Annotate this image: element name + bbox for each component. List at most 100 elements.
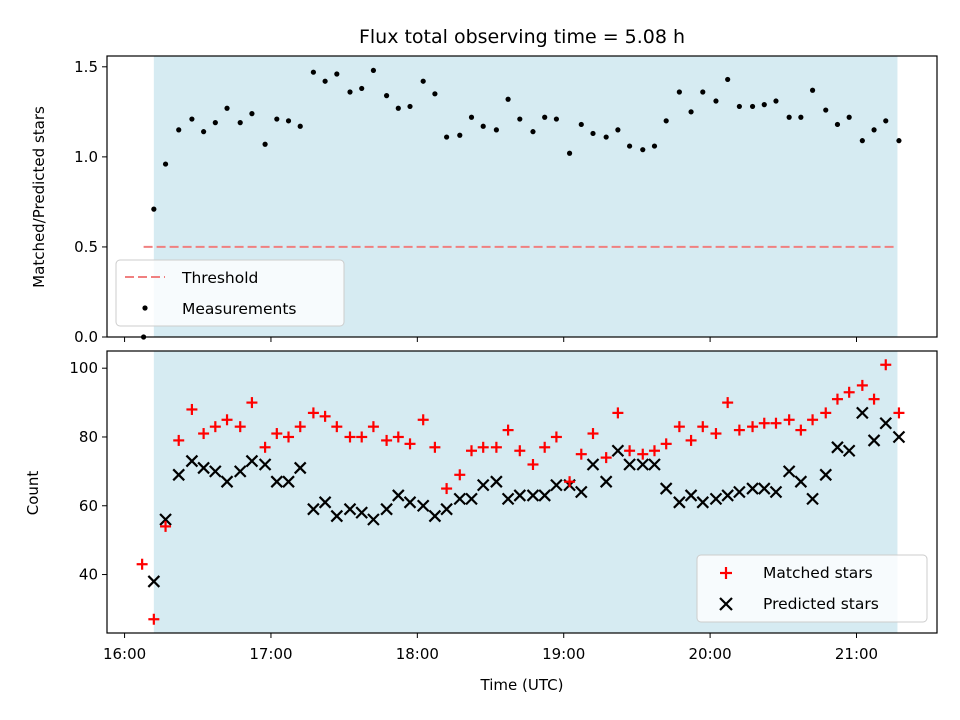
measurement-point — [786, 114, 792, 120]
top-legend-box — [115, 259, 345, 327]
predicted-star-points — [147, 406, 906, 588]
matched-star-point — [344, 431, 356, 443]
predicted-star-point — [648, 458, 661, 471]
measurement-point — [249, 111, 255, 117]
matched-star-point — [587, 428, 599, 440]
measurement-point — [444, 134, 450, 140]
predicted-star-point — [416, 499, 430, 513]
measurement-point — [640, 147, 646, 153]
predicted-star-point — [440, 502, 453, 516]
predicted-star-point — [782, 465, 796, 478]
predicted-star-point — [709, 492, 723, 506]
predicted-star-point — [159, 513, 172, 526]
x-tick-label: 19:00 — [542, 645, 585, 663]
predicted-star-point — [769, 485, 783, 499]
predicted-star-point — [586, 458, 600, 471]
measurement-point — [530, 129, 536, 135]
measurement-point — [542, 114, 548, 120]
measurement-point — [749, 103, 756, 110]
top-legend: Threshold Measurements — [115, 259, 345, 327]
measurement-point — [493, 127, 499, 133]
predicted-star-point — [270, 475, 284, 488]
predicted-star-point — [856, 406, 869, 420]
measurement-point — [274, 116, 280, 122]
measurement-point — [310, 69, 317, 75]
bottom-legend: Matched stars Predicted stars — [696, 554, 928, 623]
matched-star-point — [722, 397, 734, 409]
measurement-point — [189, 116, 195, 122]
predicted-star-point — [501, 492, 515, 506]
predicted-star-point — [245, 454, 259, 468]
matched-star-point — [381, 434, 393, 446]
top-plot-frame — [106, 55, 938, 338]
predicted-star-point — [343, 502, 357, 516]
x-tick-label: 20:00 — [688, 645, 731, 663]
matched-star-point — [600, 452, 612, 464]
predicted-star-point — [794, 475, 808, 488]
predicted-star-point — [892, 430, 906, 444]
measurement-point — [297, 123, 303, 129]
matched-star-point — [429, 441, 441, 453]
measurement-point — [370, 67, 377, 74]
legend-matched-label: Matched stars — [763, 564, 873, 582]
x-tick-label: 17:00 — [249, 645, 292, 663]
predicted-star-point — [282, 475, 295, 488]
measurement-point — [176, 127, 182, 133]
predicted-star-point — [233, 465, 247, 478]
predicted-star-point — [380, 502, 393, 516]
measurement-point — [201, 129, 207, 135]
measurement-point — [480, 123, 486, 129]
measurement-point — [725, 76, 731, 83]
bottom-legend-box — [696, 554, 928, 623]
predicted-star-point — [197, 461, 210, 475]
top-y-ticks: 0.0 0.5 1.0 1.5 — [74, 58, 107, 346]
measurement-point — [773, 98, 779, 104]
matched-star-point — [807, 414, 819, 426]
predicted-star-point — [611, 444, 625, 458]
matched-star-point — [527, 458, 539, 470]
matched-star-point — [539, 441, 551, 453]
measurement-point — [823, 107, 829, 113]
measurement-point — [883, 118, 889, 124]
measurement-point — [676, 89, 682, 95]
legend-matched-swatch — [720, 567, 732, 579]
bottom-panel: 40 60 80 100 16:00 17:00 18:00 19:00 20:00 21:00… — [24, 350, 938, 694]
measurement-point — [663, 118, 669, 124]
matched-star-point — [246, 397, 258, 409]
predicted-star-point — [330, 509, 344, 523]
matched-star-point — [259, 441, 271, 453]
matched-star-point — [198, 428, 210, 440]
matched-star-point — [477, 441, 489, 453]
matched-star-point — [502, 424, 514, 436]
matched-star-point — [490, 441, 502, 453]
bottom-x-ticks: 16:00 17:00 18:00 19:00 20:00 21:00 — [103, 633, 878, 663]
matched-star-point — [856, 379, 868, 391]
measurement-point — [566, 150, 573, 156]
measurement-point — [334, 71, 340, 77]
predicted-star-point — [867, 434, 881, 447]
matched-star-point — [209, 421, 221, 433]
y-tick-label: 60 — [79, 497, 98, 515]
y-tick-label: 1.0 — [74, 148, 98, 166]
top-panel: 0.0 0.5 1.0 1.5 Matched/Predicted stars Thr… — [30, 55, 938, 346]
legend-measurements-swatch — [142, 305, 148, 311]
predicted-star-point — [147, 575, 161, 588]
predicted-star-point — [673, 496, 686, 509]
measurement-point — [615, 127, 621, 133]
measurement-point — [420, 78, 426, 84]
matched-star-point — [733, 424, 745, 436]
matched-star-point — [673, 421, 685, 433]
measurement-point — [322, 78, 328, 84]
predicted-star-point — [733, 485, 746, 499]
matched-star-point — [868, 393, 880, 405]
matched-star-point — [550, 431, 562, 443]
predicted-star-point — [307, 502, 320, 516]
matched-star-point — [893, 407, 905, 419]
predicted-star-point — [392, 489, 405, 502]
measurement-point — [224, 105, 230, 111]
predicted-star-point — [526, 489, 540, 502]
predicted-star-point — [721, 489, 734, 502]
matched-star-point — [612, 407, 624, 419]
x-tick-label: 18:00 — [396, 645, 439, 663]
predicted-star-point — [476, 478, 490, 492]
